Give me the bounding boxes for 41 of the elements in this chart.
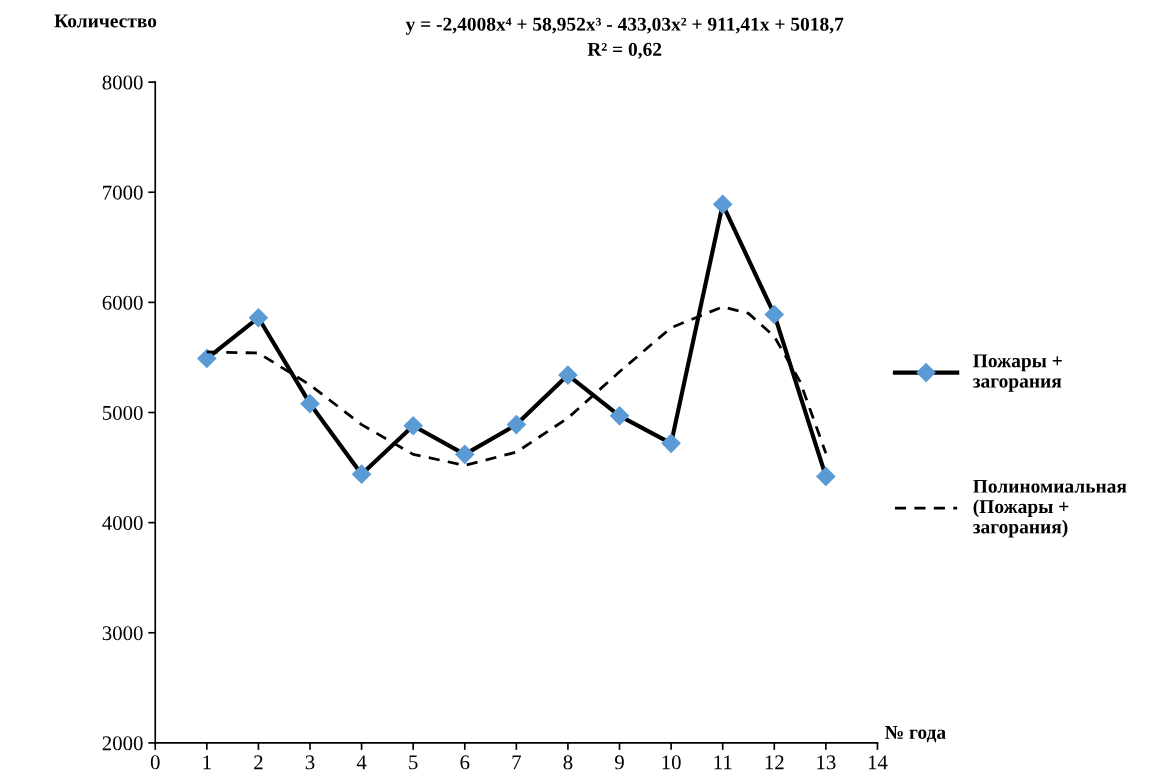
- y-tick-label: 6000: [102, 295, 143, 310]
- x-tick-label: 7: [512, 755, 521, 770]
- x-tick-label: 4: [356, 755, 367, 770]
- y-tick-label: 3000: [102, 626, 143, 641]
- text: y = -2,4008x⁴ + 58,952x³ - 433,03x² + 911,41x + 5018,7: [405, 17, 844, 35]
- y-tick-label: 2000: [102, 736, 143, 751]
- legend-label: Полиномиальная (Пожары + загорания): [972, 479, 1127, 538]
- y-axis-title: Количество: [54, 14, 157, 28]
- x-tick-label: 12: [765, 755, 784, 770]
- point: [764, 304, 784, 325]
- x-tick-label: 6: [460, 755, 470, 770]
- y-tick-label: 4000: [102, 516, 143, 531]
- point: [713, 194, 733, 214]
- x-tick-label: 1: [203, 755, 211, 770]
- x-tick-label: 8: [563, 755, 573, 770]
- x-tick-label: 5: [409, 755, 418, 770]
- y-tick-label: 8000: [102, 75, 143, 90]
- text: R² = 0,62: [587, 42, 662, 59]
- x-tick-label: 11: [714, 755, 732, 770]
- point: [455, 444, 475, 464]
- x-tick-label: 14: [868, 755, 888, 770]
- x-tick-label: 0: [150, 755, 160, 770]
- x-tick-label: 10: [662, 755, 681, 770]
- x-tick-label: 9: [614, 755, 624, 770]
- point: [558, 365, 578, 385]
- point: [248, 308, 268, 328]
- x-tick-label: 13: [817, 755, 836, 770]
- y-tick-label: 7000: [103, 185, 143, 200]
- point: [300, 394, 320, 414]
- point: [816, 466, 836, 486]
- point: [506, 415, 526, 435]
- x-axis-title: № года: [885, 726, 946, 743]
- x-tick-label: 3: [305, 755, 315, 770]
- point: [197, 349, 217, 369]
- point: [403, 416, 423, 436]
- point: [609, 406, 630, 426]
- x-tick-label: 2: [254, 755, 263, 770]
- point: [352, 464, 372, 484]
- point: [661, 433, 681, 453]
- y-tick-label: 5000: [102, 405, 143, 420]
- legend-label: Пожары + загорания: [972, 354, 1062, 392]
